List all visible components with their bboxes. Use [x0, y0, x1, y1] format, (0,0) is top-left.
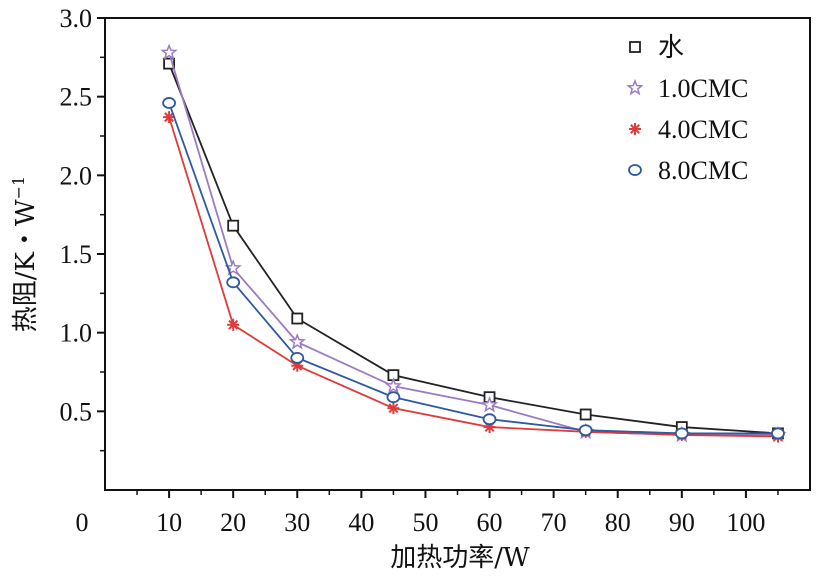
y-axis-title: 热阻/K・W−1 [9, 176, 41, 333]
square-marker-shape [291, 312, 304, 325]
circle-marker-shape [771, 427, 785, 440]
legend-item: 8.0CMC [628, 156, 748, 185]
series-2 [160, 43, 787, 443]
y-tick-label: 3.0 [60, 4, 93, 33]
circle-marker-shape [290, 351, 305, 364]
legend-label: 1.0CMC [658, 74, 748, 103]
legend-marker [629, 41, 641, 53]
star-marker-shape [480, 395, 499, 413]
circle-marker-shape [628, 164, 642, 176]
y-tick-label: 1.0 [60, 319, 93, 348]
star-marker-shape [384, 377, 403, 394]
y-tick-label: 2.5 [60, 83, 93, 112]
data-point [386, 391, 401, 404]
y-tick-label: 1.5 [60, 240, 93, 269]
series-line [168, 102, 778, 435]
asterisk-marker-stroke [228, 319, 239, 330]
data-point [387, 402, 400, 415]
data-point [163, 57, 175, 70]
x-tick-label: 40 [348, 508, 374, 537]
data-point [226, 276, 241, 289]
data-point [482, 413, 497, 426]
x-tick-label: 60 [477, 508, 503, 537]
series-line [168, 63, 779, 435]
star-marker-shape [288, 333, 306, 350]
data-point [578, 424, 593, 437]
data-point [288, 333, 306, 350]
x-tick-label: 30 [284, 508, 310, 537]
asterisk-marker-stroke [164, 112, 175, 123]
legend-marker [626, 78, 644, 96]
legend-marker [628, 164, 642, 176]
x-tick-label: 90 [669, 508, 695, 537]
circle-marker-shape [226, 276, 241, 289]
series-line [168, 116, 778, 438]
x-tick-label: 50 [412, 508, 438, 537]
data-point [227, 219, 240, 232]
x-tick-label: 100 [726, 508, 765, 537]
y-axis-title-main: 热阻/K・W [11, 199, 41, 332]
star-marker-shape [626, 78, 644, 96]
asterisk-marker-stroke [388, 403, 399, 414]
circle-marker-shape [386, 391, 401, 404]
legend-label: 8.0CMC [658, 156, 748, 185]
data-point [291, 312, 304, 325]
legend-marker [629, 123, 641, 135]
x-tick-label: 80 [605, 508, 631, 537]
asterisk-marker-stroke [630, 124, 640, 134]
x-origin-label: 0 [76, 508, 89, 537]
legend-label: 水 [658, 33, 684, 62]
circle-marker-shape [162, 97, 176, 109]
square-marker-shape [579, 408, 592, 421]
data-point [227, 318, 240, 331]
data-point [480, 395, 499, 413]
circle-marker-shape [578, 424, 593, 437]
circle-marker-shape [674, 427, 689, 440]
series-layer [160, 43, 787, 443]
star-marker-shape [160, 43, 178, 60]
data-point [579, 408, 592, 421]
square-marker-shape [227, 219, 240, 232]
data-point [384, 377, 403, 394]
square-marker-shape [163, 57, 175, 70]
x-tick-label: 20 [220, 508, 246, 537]
circle-marker-shape [482, 413, 497, 426]
legend-item: 4.0CMC [629, 115, 748, 144]
x-tick-label: 70 [541, 508, 567, 537]
x-axis-title: 加热功率/W [390, 543, 530, 573]
series-4 [162, 97, 785, 440]
y-axis-title-superscript: −1 [9, 176, 28, 200]
y-tick-label: 0.5 [60, 397, 93, 426]
legend: 水 1.0CMC 4.0CMC 8.0CMC [626, 33, 748, 185]
data-point [674, 427, 689, 440]
ticks: 10 20 30 40 50 60 70 80 90 100 0 0.5 1.0 1.5 2.0 2.5 3.0 [60, 4, 779, 537]
data-point [160, 43, 178, 60]
legend-item: 水 [629, 33, 684, 62]
y-tick-label: 2.0 [60, 161, 93, 190]
legend-label: 4.0CMC [658, 115, 748, 144]
data-point [290, 351, 305, 364]
legend-item: 1.0CMC [626, 74, 748, 103]
data-point [162, 97, 176, 109]
x-tick-label: 10 [156, 508, 182, 537]
square-marker-shape [629, 41, 641, 53]
series-line [168, 52, 778, 436]
data-point [163, 111, 176, 124]
axes: 10 20 30 40 50 60 70 80 90 100 0 0.5 1.0 1.5 2.0 2.5 3.0 [60, 4, 811, 537]
data-point [771, 427, 785, 440]
